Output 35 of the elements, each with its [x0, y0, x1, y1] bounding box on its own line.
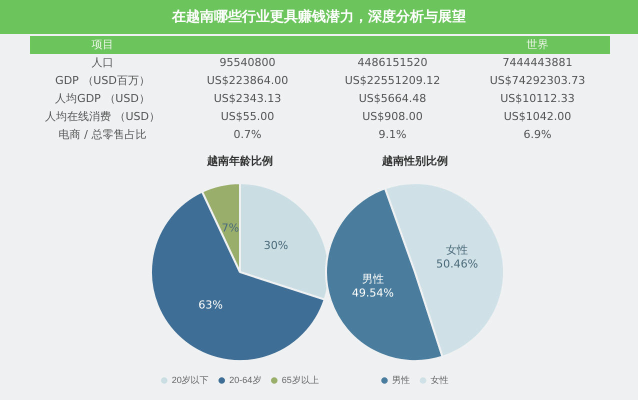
text: 人口	[90, 55, 114, 71]
data-label: 男性 49.54%	[352, 272, 394, 300]
text: 在越南哪些行业更具赚钱潜力，深度分析与展望	[0, 0, 638, 34]
text: 7444443881	[502, 55, 574, 71]
data-label: 63%	[198, 298, 223, 312]
text: 6.9%	[522, 127, 552, 143]
data-label: 7%	[222, 222, 240, 235]
text: 0.7%	[232, 127, 262, 143]
text: US$908.00	[361, 109, 424, 125]
text: US$5664.48	[358, 91, 428, 107]
text: US$22551209.12	[344, 73, 442, 89]
text: 项目	[90, 37, 114, 53]
text: 人均GDP （USD）	[54, 91, 151, 107]
legend-label: 20-64岁	[229, 374, 262, 385]
text: 95540800	[218, 55, 276, 71]
legend-label: 男性	[392, 374, 410, 385]
chart-title: 越南性别比例	[381, 154, 448, 168]
text: 世界	[526, 37, 550, 53]
legend-label: 女性	[430, 374, 448, 385]
text: US$223864.00	[206, 73, 290, 89]
text: 9.1%	[378, 127, 408, 143]
legend-label: 65岁以上	[282, 374, 319, 385]
legend-label: 20岁以下	[172, 374, 209, 385]
text: GDP （USD百万）	[54, 73, 151, 89]
text: US$74292303.73	[488, 73, 586, 89]
text: 电商 / 总零售占比	[58, 127, 148, 143]
chart-title: 越南年龄比例	[206, 154, 273, 168]
data-label: 30%	[264, 238, 288, 252]
text: 4486151520	[356, 55, 428, 71]
text: 人均在线消费 （USD）	[44, 109, 161, 125]
text: US$10112.33	[499, 91, 576, 107]
text: US$2343.13	[212, 91, 282, 107]
data-label: 女性 50.46%	[436, 244, 478, 271]
text: US$1042.00	[502, 109, 572, 125]
text: US$55.00	[220, 109, 276, 125]
